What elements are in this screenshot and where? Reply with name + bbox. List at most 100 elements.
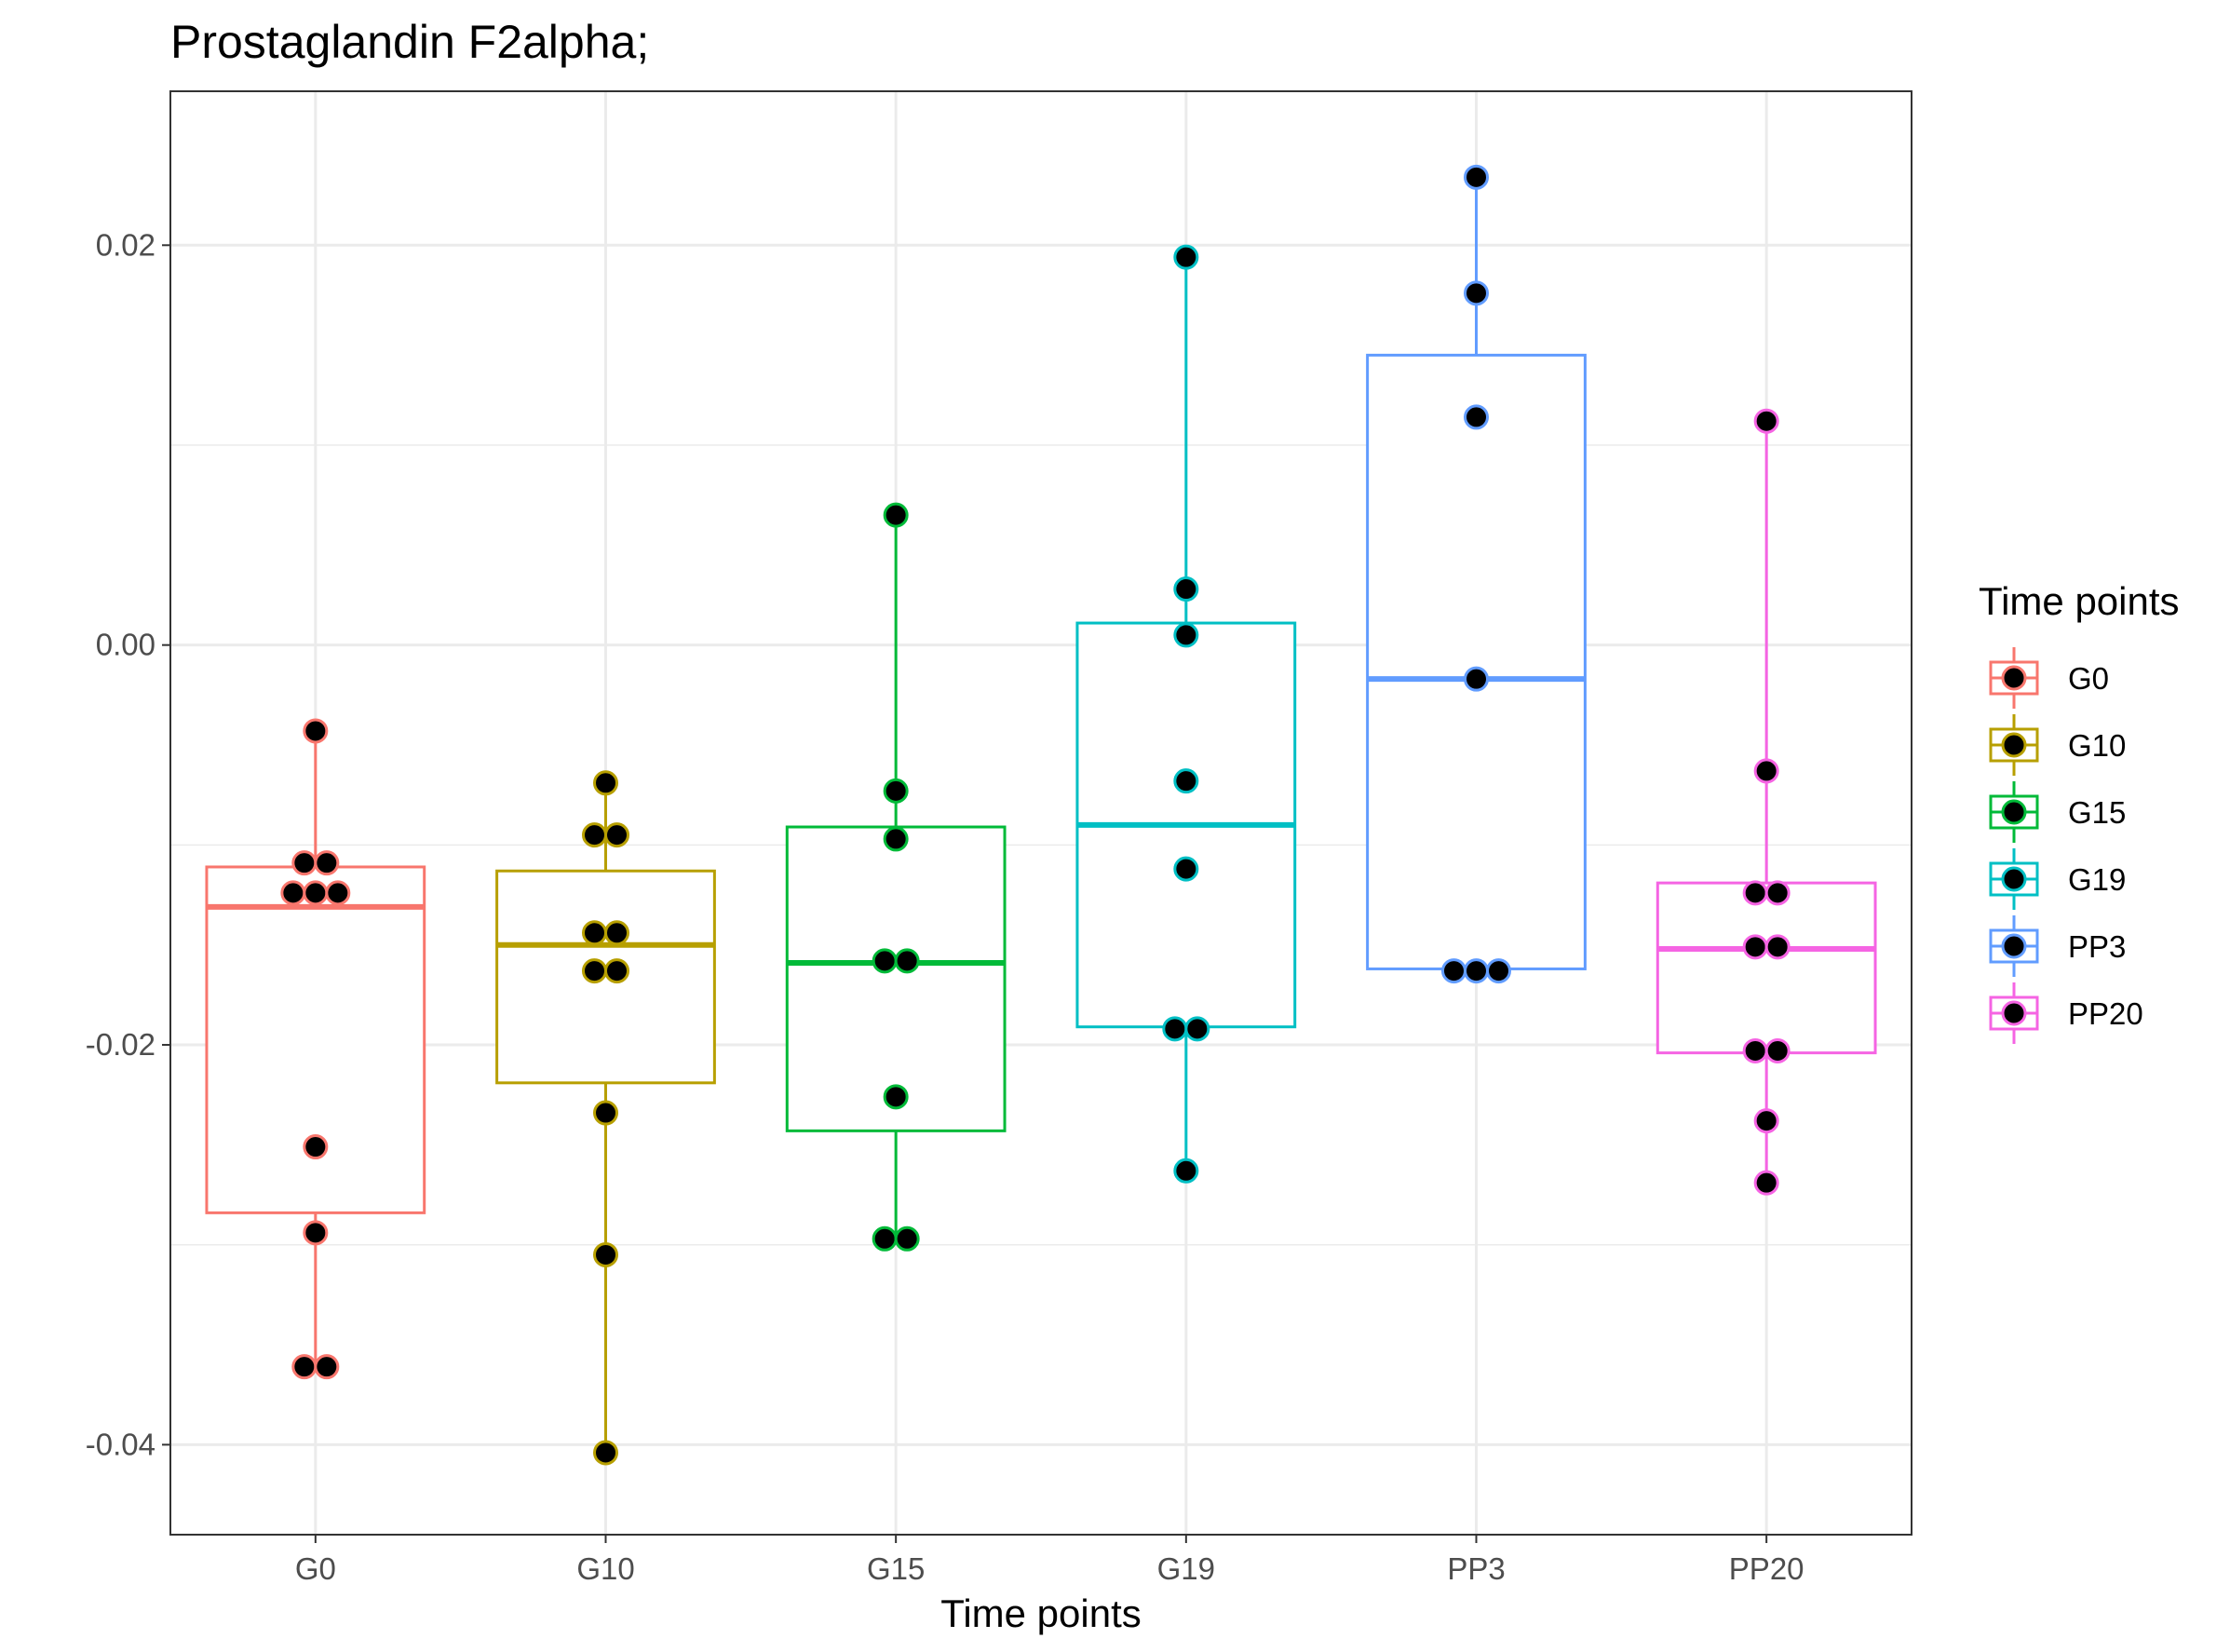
data-point bbox=[593, 770, 618, 796]
data-point bbox=[604, 822, 629, 848]
legend-label: G15 bbox=[2068, 795, 2126, 830]
panel-background bbox=[170, 91, 1912, 1535]
box-rect bbox=[495, 869, 716, 1085]
data-point bbox=[1184, 1016, 1210, 1042]
x-tick-label: G0 bbox=[295, 1551, 336, 1586]
data-point bbox=[593, 1241, 618, 1267]
legend-key-dot bbox=[2001, 1000, 2027, 1026]
legend-item-pp20: PP20 bbox=[1989, 982, 2143, 1044]
points bbox=[280, 164, 1791, 1466]
legend-key-dot bbox=[2001, 732, 2027, 758]
box-pp20 bbox=[1656, 421, 1877, 1184]
x-tick-label: G15 bbox=[867, 1551, 925, 1586]
data-point bbox=[582, 920, 607, 946]
box-rect bbox=[1366, 353, 1587, 970]
legend-item-g15: G15 bbox=[1989, 781, 2126, 843]
legend-label: PP3 bbox=[2068, 929, 2126, 964]
x-axis: G0 G10 G15 G19 PP3 PP20 bbox=[295, 1535, 1804, 1586]
box-rect bbox=[205, 865, 426, 1214]
x-axis-title: Time points bbox=[940, 1591, 1142, 1635]
legend-item-pp3: PP3 bbox=[1989, 915, 2126, 977]
data-point bbox=[1764, 1037, 1791, 1063]
data-point bbox=[1173, 856, 1199, 882]
y-axis: 0.02 0.00 -0.02 -0.04 bbox=[86, 227, 170, 1461]
legend: Time points G0 G10 G15 G19 PP3 PP20 bbox=[1979, 579, 2180, 1044]
legend-label: PP20 bbox=[2068, 996, 2143, 1031]
box-g19 bbox=[1075, 257, 1297, 1171]
data-point bbox=[1173, 244, 1199, 270]
data-point bbox=[883, 502, 909, 528]
data-point bbox=[314, 1354, 340, 1380]
data-point bbox=[883, 1084, 909, 1110]
data-point bbox=[1753, 1170, 1779, 1196]
legend-item-g10: G10 bbox=[1989, 714, 2126, 776]
data-point bbox=[1464, 280, 1489, 306]
data-point bbox=[1173, 622, 1199, 648]
data-point bbox=[303, 1134, 329, 1160]
data-point bbox=[593, 1440, 618, 1466]
data-point bbox=[872, 948, 898, 974]
legend-label: G0 bbox=[2068, 661, 2109, 696]
x-tick-label: PP3 bbox=[1447, 1551, 1505, 1586]
data-point bbox=[1742, 934, 1768, 960]
box-g10 bbox=[495, 782, 716, 1453]
data-point bbox=[894, 1225, 920, 1252]
plot-panel bbox=[169, 90, 1912, 1536]
legend-key-dot bbox=[2001, 933, 2027, 959]
data-point bbox=[325, 880, 351, 906]
data-point bbox=[1173, 576, 1199, 603]
data-point bbox=[280, 880, 306, 906]
legend-key-dot bbox=[2001, 799, 2027, 825]
data-point bbox=[1464, 164, 1489, 190]
y-tick-label: -0.04 bbox=[86, 1427, 155, 1461]
legend-title: Time points bbox=[1979, 579, 2180, 623]
data-point bbox=[291, 850, 318, 876]
data-point bbox=[303, 880, 329, 906]
data-point bbox=[1742, 1037, 1768, 1063]
data-point bbox=[872, 1225, 898, 1252]
panel-border bbox=[169, 90, 1912, 1536]
data-point bbox=[604, 920, 629, 946]
data-point bbox=[1753, 408, 1779, 434]
data-point bbox=[1173, 768, 1199, 794]
data-point bbox=[894, 948, 920, 974]
data-point bbox=[582, 822, 607, 848]
data-point bbox=[582, 958, 607, 984]
data-point bbox=[1486, 958, 1511, 984]
data-point bbox=[1764, 880, 1791, 906]
data-point bbox=[1173, 1158, 1199, 1184]
data-point bbox=[1441, 958, 1466, 984]
data-point bbox=[1764, 934, 1791, 960]
data-point bbox=[1464, 404, 1489, 430]
data-point bbox=[1464, 666, 1489, 692]
legend-item-g0: G0 bbox=[1989, 647, 2109, 709]
y-tick-label: 0.02 bbox=[96, 227, 155, 262]
boxes bbox=[205, 177, 1877, 1453]
x-tick-label: G19 bbox=[1157, 1551, 1215, 1586]
data-point bbox=[314, 850, 340, 876]
legend-label: G19 bbox=[2068, 862, 2126, 897]
x-tick-label: PP20 bbox=[1729, 1551, 1804, 1586]
legend-label: G10 bbox=[2068, 728, 2126, 763]
legend-item-g19: G19 bbox=[1989, 848, 2126, 910]
data-point bbox=[1464, 958, 1489, 984]
data-point bbox=[1742, 880, 1768, 906]
data-point bbox=[1753, 758, 1779, 784]
y-tick-label: -0.02 bbox=[86, 1027, 155, 1062]
data-point bbox=[593, 1100, 618, 1126]
data-point bbox=[1753, 1108, 1779, 1134]
data-point bbox=[1162, 1016, 1188, 1042]
data-point bbox=[604, 958, 629, 984]
legend-key-dot bbox=[2001, 866, 2027, 892]
y-tick-label: 0.00 bbox=[96, 628, 155, 662]
data-point bbox=[303, 718, 329, 744]
data-point bbox=[883, 778, 909, 804]
box-rect bbox=[1656, 881, 1877, 1055]
data-point bbox=[291, 1354, 318, 1380]
box-pp3 bbox=[1366, 177, 1587, 970]
chart-title: Prostaglandin F2alpha; bbox=[170, 16, 649, 68]
data-point bbox=[883, 826, 909, 852]
x-tick-label: G10 bbox=[576, 1551, 634, 1586]
legend-key-dot bbox=[2001, 665, 2027, 691]
